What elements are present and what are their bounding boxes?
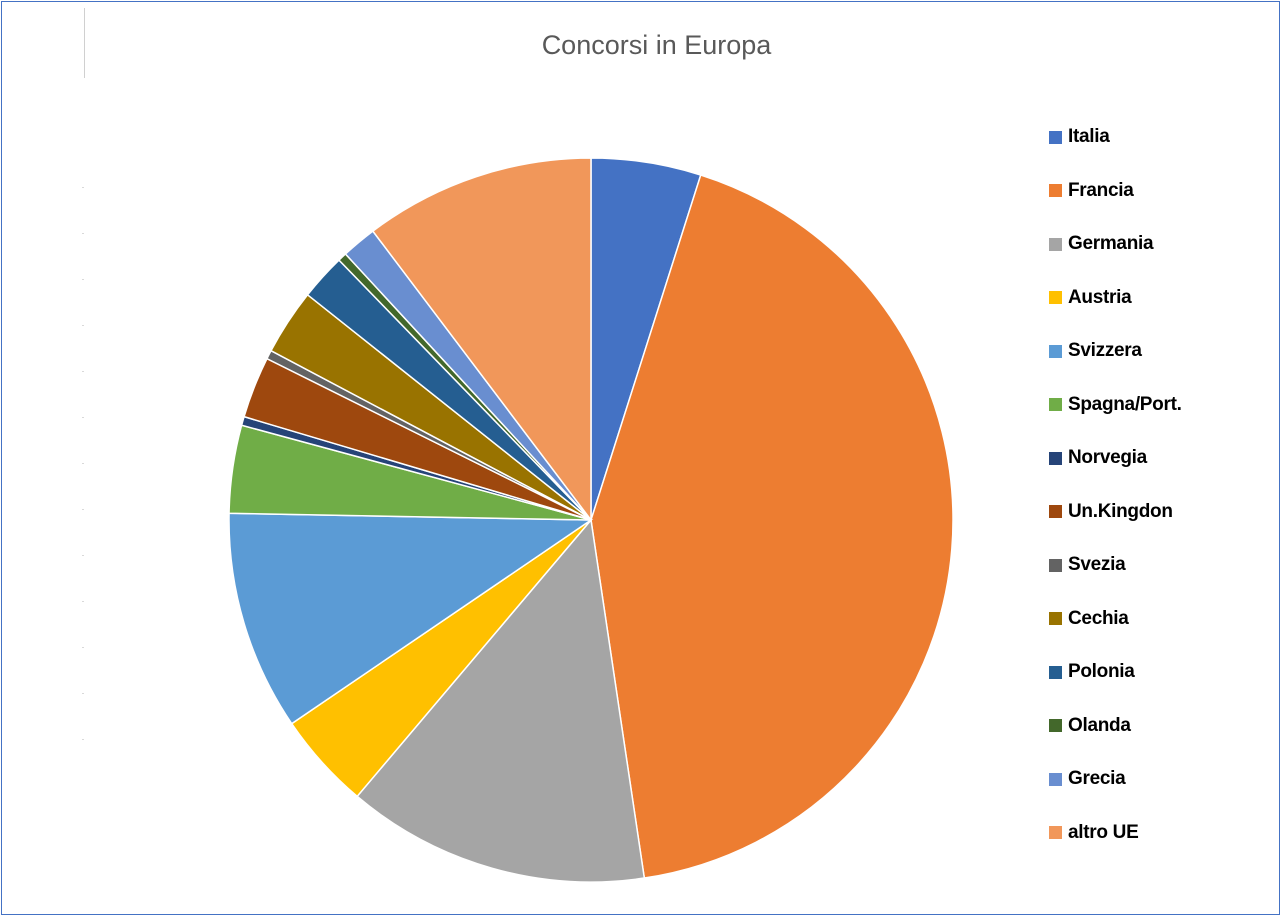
legend-swatch [1049,505,1062,518]
row-tick [82,279,84,280]
row-tick [82,647,84,648]
legend-item-grecia: Grecia [1049,764,1126,794]
legend-swatch [1049,772,1062,786]
legend-item-svizzera: Svizzera [1049,336,1142,366]
row-tick [82,693,84,694]
legend-item-germania: Germania [1049,229,1154,259]
legend-label: Austria [1068,286,1132,308]
legend-label: Norvegia [1068,447,1147,468]
legend-item-francia: Francia [1049,176,1134,206]
legend-swatch [1049,612,1062,625]
legend-swatch [1049,130,1062,144]
row-tick [82,187,84,188]
row-tick [82,325,84,326]
legend-item-polonia: Polonia [1049,657,1135,687]
legend-label: Cechia [1068,607,1129,629]
row-tick [82,417,84,418]
legend-label: Germania [1068,233,1154,254]
pie-slice-svizzera [228,512,594,725]
row-tick [82,509,84,510]
pie-slice-francia [590,174,954,879]
legend-swatch [1049,719,1062,732]
legend-swatch [1049,184,1062,197]
chart-title: Concorsi in Europa [541,30,772,60]
legend-item-un-kingdon: Un.Kingdon [1049,497,1173,527]
legend-swatch [1049,291,1062,304]
cell-divider [84,8,85,78]
legend-item-altro-ue: altro UE [1049,818,1139,848]
legend-label: altro UE [1068,821,1139,843]
legend-label: Svizzera [1068,340,1142,361]
legend-label: Un.Kingdon [1068,500,1173,522]
legend-item-svezia: Svezia [1049,550,1126,580]
pie-slice-germania [356,518,646,883]
row-tick [82,739,84,740]
row-tick-marks [82,187,86,747]
row-tick [82,371,84,372]
legend-swatch [1049,344,1062,358]
legend-swatch [1049,451,1062,465]
row-tick [82,601,84,602]
legend-item-norvegia: Norvegia [1049,443,1147,473]
legend-item-italia: Italia [1049,122,1110,152]
legend-label: Grecia [1068,768,1126,789]
legend-label: Svezia [1068,554,1126,575]
legend-label: Francia [1068,179,1134,201]
legend-label: Polonia [1068,661,1135,682]
row-tick [82,463,84,464]
legend-label: Italia [1068,126,1110,147]
legend-label: Spagna/Port. [1068,393,1182,415]
legend-swatch [1049,558,1062,572]
legend-swatch [1049,826,1062,839]
legend-item-spagna-port: Spagna/Port. [1049,390,1182,420]
row-tick [82,233,84,234]
legend-item-cechia: Cechia [1049,604,1129,634]
pie-slice-altro-ue [371,157,592,523]
legend-item-olanda: Olanda [1049,711,1131,741]
legend-swatch [1049,398,1062,411]
legend-label: Olanda [1068,714,1131,736]
legend-item-austria: Austria [1049,283,1132,313]
legend-swatch [1049,665,1062,679]
row-tick [82,555,84,556]
legend-swatch [1049,237,1062,251]
